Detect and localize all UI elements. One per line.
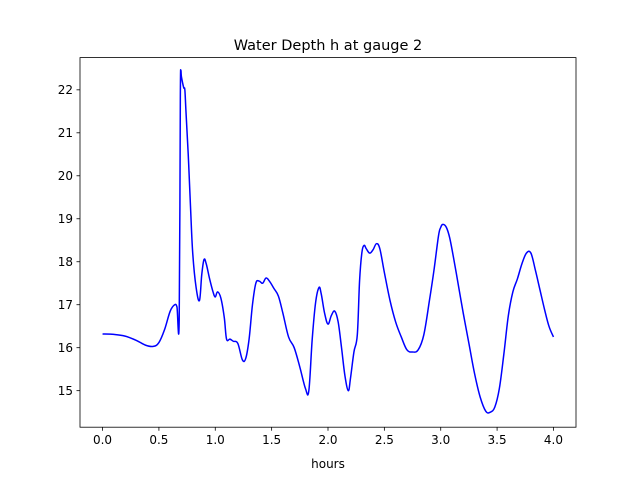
x-tick-label: 1.0: [206, 433, 225, 447]
y-tick-label: 15: [58, 384, 73, 398]
y-axis: 15 16 17 18 19 20 21 22: [58, 83, 80, 398]
y-tick-label: 18: [58, 255, 73, 269]
x-tick-label: 3.5: [488, 433, 507, 447]
series-group: [103, 70, 554, 413]
y-tick-label: 19: [58, 212, 73, 226]
x-tick-label: 2.0: [318, 433, 337, 447]
x-tick-label: 0.0: [93, 433, 112, 447]
chart-title: Water Depth h at gauge 2: [234, 38, 422, 54]
x-axis: 0.0 0.5 1.0 1.5 2.0 2.5 3.0 3.5 4.0: [93, 427, 563, 447]
series-line: [103, 70, 554, 413]
x-tick-label: 3.0: [431, 433, 450, 447]
y-tick-label: 21: [58, 126, 73, 140]
x-tick-label: 4.0: [544, 433, 563, 447]
y-tick-label: 16: [58, 341, 73, 355]
y-tick-label: 20: [58, 169, 73, 183]
x-tick-label: 2.5: [375, 433, 394, 447]
y-tick-label: 17: [58, 298, 73, 312]
x-tick-label: 1.5: [262, 433, 281, 447]
x-axis-label: hours: [311, 457, 345, 471]
x-tick-label: 0.5: [149, 433, 168, 447]
y-tick-label: 22: [58, 83, 73, 97]
